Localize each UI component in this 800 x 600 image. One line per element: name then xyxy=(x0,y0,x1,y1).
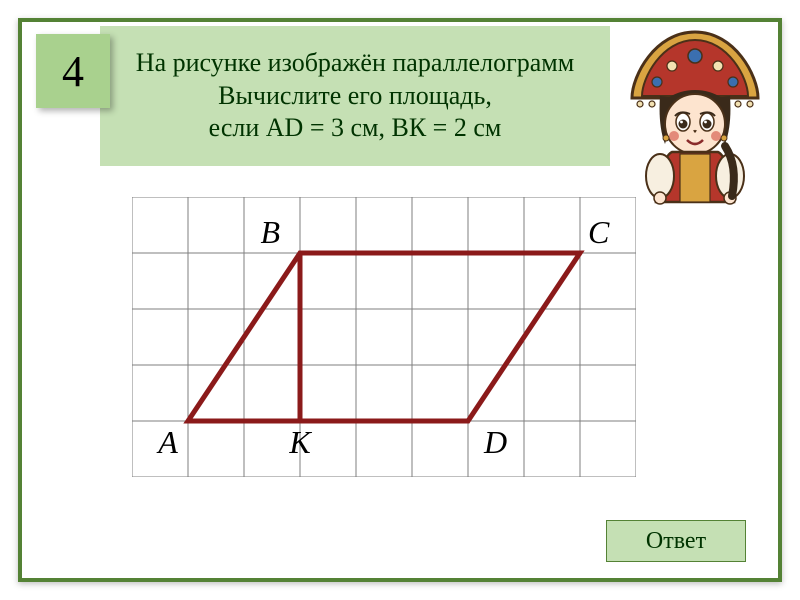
question-text: На рисунке изображён параллелограмм Вычи… xyxy=(136,47,574,145)
header: На рисунке изображён параллелограмм Вычи… xyxy=(22,22,778,172)
mascot-character xyxy=(620,26,770,206)
problem-number: 4 xyxy=(62,46,84,97)
parallelogram xyxy=(188,253,580,421)
label-D: D xyxy=(483,424,507,460)
label-C: C xyxy=(588,214,610,250)
geometry-diagram: B C A K D xyxy=(132,197,692,507)
problem-number-badge: 4 xyxy=(36,34,110,108)
grid xyxy=(132,197,636,477)
label-B: B xyxy=(260,214,280,250)
answer-button[interactable]: Ответ xyxy=(606,520,746,562)
label-K: K xyxy=(288,424,312,460)
problem-card: На рисунке изображён параллелограмм Вычи… xyxy=(18,18,782,582)
answer-button-label: Ответ xyxy=(646,528,706,555)
question-box: На рисунке изображён параллелограмм Вычи… xyxy=(100,26,610,166)
label-A: A xyxy=(156,424,178,460)
